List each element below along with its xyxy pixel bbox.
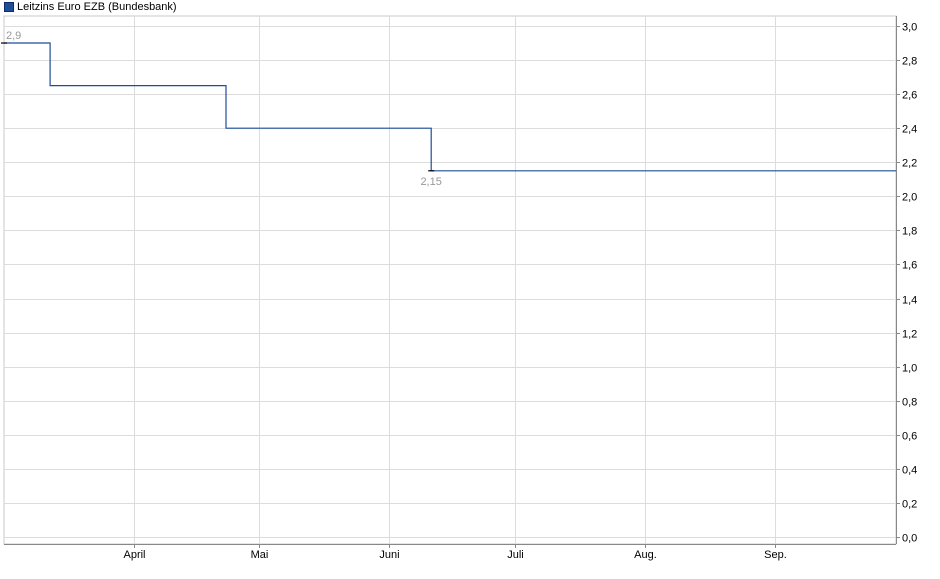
y-tick-label: 0,8 xyxy=(902,397,917,409)
legend: Leitzins Euro EZB (Bundesbank) xyxy=(4,1,177,13)
y-tick-label: 2,0 xyxy=(902,192,917,204)
y-tick-label: 2,2 xyxy=(902,158,917,170)
annotation-label: 2,15 xyxy=(420,176,441,188)
y-tick-label: 2,8 xyxy=(902,56,917,68)
x-tick-label: Aug. xyxy=(634,549,657,561)
legend-swatch xyxy=(4,2,14,12)
y-tick-label: 2,6 xyxy=(902,90,917,102)
y-tick-label: 1,8 xyxy=(902,226,917,238)
legend-label: Leitzins Euro EZB (Bundesbank) xyxy=(17,1,177,13)
y-tick-label: 1,4 xyxy=(902,295,917,307)
y-tick-label: 1,0 xyxy=(902,363,917,375)
y-tick-label: 0,0 xyxy=(902,533,917,545)
grid xyxy=(3,15,897,545)
series-line-0 xyxy=(4,42,896,172)
axes: 0,0 0,2 0,4 0,6 0,8 1,0 1,2 1,4 1,6 1,8 2,0 2,2 2,4 2… xyxy=(4,16,917,561)
y-tick-label: 0,6 xyxy=(902,431,917,443)
x-tick-label: April xyxy=(123,549,145,561)
annotation-label: 2,9 xyxy=(6,30,21,42)
plot-frame xyxy=(3,15,897,545)
y-tick-label: 1,2 xyxy=(902,329,917,341)
x-tick-label: Juli xyxy=(507,549,524,561)
y-tick-label: 0,4 xyxy=(902,465,917,477)
series-layer xyxy=(4,42,896,172)
y-tick-label: 0,2 xyxy=(902,499,917,511)
y-tick-label: 2,4 xyxy=(902,124,917,136)
y-tick-label: 3,0 xyxy=(902,22,917,34)
x-tick-label: Mai xyxy=(251,549,269,561)
y-tick-label: 1,6 xyxy=(902,260,917,272)
x-tick-label: Juni xyxy=(379,549,399,561)
x-tick-label: Sep. xyxy=(764,549,787,561)
labels-layer: 2,9 2,15 xyxy=(1,30,442,188)
